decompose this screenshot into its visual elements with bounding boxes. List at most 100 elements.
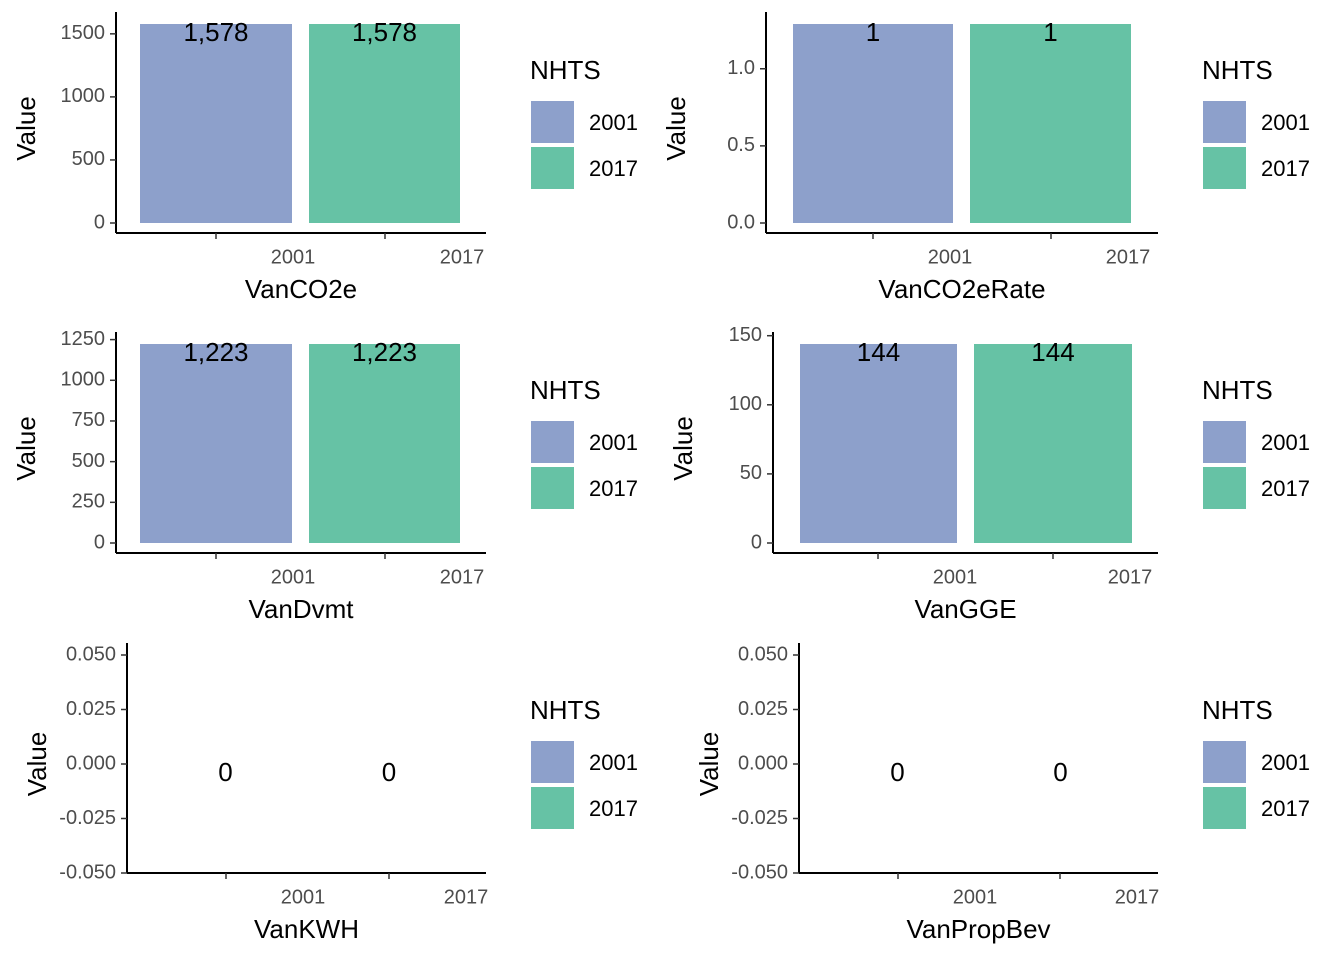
x-axis-title: VanCO2e [245, 274, 357, 304]
bar-2001 [800, 344, 957, 543]
y-tick-label: 1000 [61, 369, 106, 391]
x-axis-title: VanPropBev [906, 914, 1050, 944]
data-label-2017: 144 [1031, 337, 1074, 367]
bar-2001 [140, 24, 292, 223]
data-label-2001: 1,578 [183, 17, 248, 47]
bar-2017 [309, 24, 460, 223]
x-tick-label: 2001 [281, 886, 326, 908]
legend: NHTS 2001 2017 [1202, 375, 1310, 509]
y-axis-title: Value [22, 732, 52, 797]
panel-vanco2e: 1,578 1,578 0 500 1000 1500 2001 2017 VanCO2e Val… [11, 12, 638, 304]
y-axis-title: Value [11, 416, 41, 481]
x-axis-title: VanGGE [914, 594, 1016, 624]
y-axis-title: Value [668, 416, 698, 481]
legend-swatch-2017 [531, 147, 574, 189]
y-tick-label: 750 [72, 409, 105, 431]
data-label-2017: 1 [1043, 17, 1057, 47]
legend-title: NHTS [1202, 695, 1273, 725]
y-tick-label: 0.000 [738, 752, 788, 774]
x-tick-label: 2001 [271, 246, 316, 268]
y-tick-label: 0 [94, 531, 105, 553]
legend-label-2017: 2017 [589, 796, 638, 821]
legend-swatch-2017 [1203, 147, 1246, 189]
legend-title: NHTS [530, 55, 601, 85]
y-tick-label: -0.025 [59, 807, 116, 829]
x-tick-label: 2017 [1108, 566, 1153, 588]
y-tick-label: 500 [72, 450, 105, 472]
y-tick-label: -0.050 [59, 861, 116, 883]
legend-title: NHTS [1202, 55, 1273, 85]
y-tick-label: 0 [751, 531, 762, 553]
panel-vanco2erate: 1 1 0.0 0.5 1.0 2001 2017 VanCO2eRate Value NHTS 2… [661, 12, 1310, 304]
y-tick-label: 1250 [61, 328, 106, 350]
y-tick-label: 0.5 [727, 134, 755, 156]
panel-vandvmt: 1,223 1,223 0 250 500 750 1000 1250 2001 2017 VanD… [11, 328, 638, 624]
legend-swatch-2001 [1203, 741, 1246, 783]
y-tick-label: 150 [729, 324, 762, 346]
y-tick-label: 0.0 [727, 211, 755, 233]
legend-swatch-2017 [1203, 787, 1246, 829]
data-label-2001: 1 [866, 17, 880, 47]
legend-label-2001: 2001 [589, 430, 638, 455]
y-tick-label: 0.025 [738, 698, 788, 720]
legend-label-2001: 2001 [589, 110, 638, 135]
bar-2001 [140, 344, 292, 543]
data-label-2017: 1,223 [352, 337, 417, 367]
x-tick-label: 2001 [933, 566, 978, 588]
x-axis-title: VanKWH [254, 914, 359, 944]
legend-swatch-2017 [531, 467, 574, 509]
y-tick-label: 0.025 [66, 698, 116, 720]
y-tick-label: 500 [72, 148, 105, 170]
legend-swatch-2017 [1203, 467, 1246, 509]
y-tick-label: 100 [729, 393, 762, 415]
bar-2017 [309, 344, 460, 543]
legend-title: NHTS [530, 375, 601, 405]
legend-swatch-2001 [1203, 101, 1246, 143]
legend: NHTS 2001 2017 [530, 55, 638, 189]
bar-2001 [793, 24, 953, 223]
y-tick-label: -0.050 [731, 861, 788, 883]
legend-label-2001: 2001 [1261, 430, 1310, 455]
legend-label-2001: 2001 [1261, 750, 1310, 775]
x-tick-label: 2017 [444, 886, 489, 908]
legend-label-2001: 2001 [589, 750, 638, 775]
y-tick-label: 1.0 [727, 57, 755, 79]
x-axis-title: VanDvmt [249, 594, 355, 624]
data-label-2001: 0 [218, 757, 232, 787]
x-tick-label: 2017 [440, 246, 485, 268]
panel-vanpropbev: 0 0 -0.050 -0.025 0.000 0.025 0.050 2001 2017 Van… [694, 643, 1310, 944]
x-tick-label: 2017 [1106, 246, 1151, 268]
legend: NHTS 2001 2017 [530, 375, 638, 509]
legend-label-2017: 2017 [1261, 796, 1310, 821]
bar-2017 [970, 24, 1131, 223]
legend: NHTS 2001 2017 [1202, 695, 1310, 829]
data-label-2017: 0 [1053, 757, 1067, 787]
y-tick-label: 1500 [61, 22, 106, 44]
data-label-2001: 1,223 [183, 337, 248, 367]
data-label-2001: 144 [857, 337, 900, 367]
legend-swatch-2001 [531, 101, 574, 143]
y-tick-label: 1000 [61, 85, 106, 107]
bar-2017 [974, 344, 1132, 543]
data-label-2017: 1,578 [352, 17, 417, 47]
legend-title: NHTS [1202, 375, 1273, 405]
legend-label-2017: 2017 [1261, 156, 1310, 181]
legend-swatch-2017 [531, 787, 574, 829]
y-axis-title: Value [694, 732, 724, 797]
legend-label-2001: 2001 [1261, 110, 1310, 135]
legend-swatch-2001 [531, 421, 574, 463]
x-tick-label: 2001 [928, 246, 973, 268]
data-label-2017: 0 [382, 757, 396, 787]
panel-vangge: 144 144 0 50 100 150 2001 2017 VanGGE Value NHTS 20… [668, 324, 1310, 624]
x-tick-label: 2001 [271, 566, 316, 588]
data-label-2001: 0 [890, 757, 904, 787]
legend-swatch-2001 [1203, 421, 1246, 463]
legend-label-2017: 2017 [589, 156, 638, 181]
legend: NHTS 2001 2017 [530, 695, 638, 829]
y-tick-label: 0.050 [66, 643, 116, 665]
y-axis-title: Value [661, 96, 691, 161]
x-tick-label: 2017 [440, 566, 485, 588]
legend-title: NHTS [530, 695, 601, 725]
panel-vankwh: 0 0 -0.050 -0.025 0.000 0.025 0.050 2001 2017 Van… [22, 643, 638, 944]
